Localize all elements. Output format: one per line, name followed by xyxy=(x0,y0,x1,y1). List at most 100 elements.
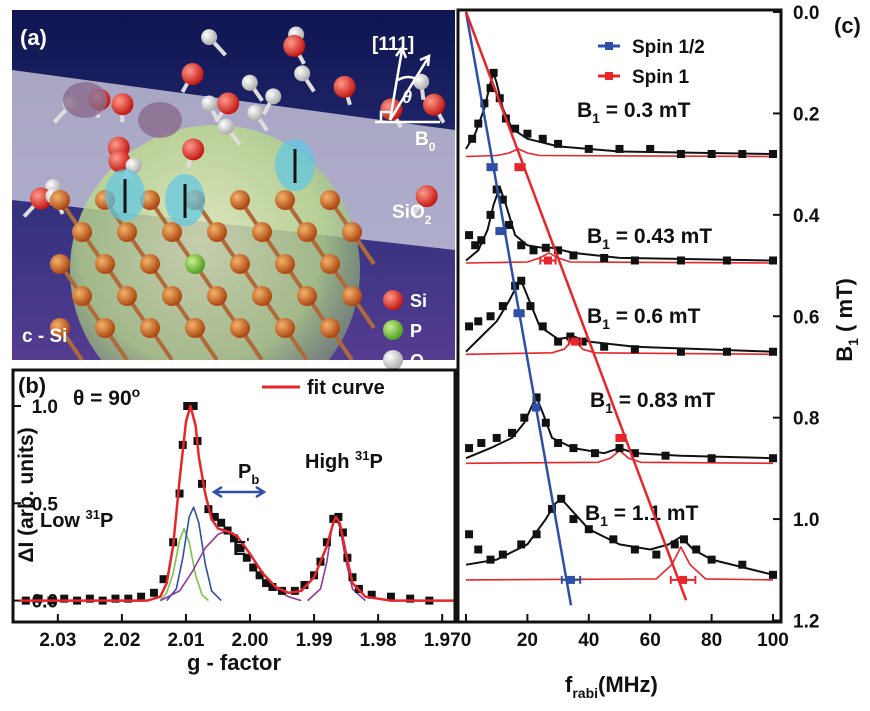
text-part: B xyxy=(577,99,592,122)
spin-line xyxy=(466,12,571,605)
error-point xyxy=(497,227,505,235)
data-point xyxy=(671,540,679,548)
y-tick-label: 0.8 xyxy=(793,409,819,430)
data-point xyxy=(557,495,565,503)
atom xyxy=(230,190,250,210)
angle-label: θ xyxy=(402,87,412,107)
direction-label: [111] xyxy=(372,34,414,55)
data-point xyxy=(738,561,746,569)
data-point xyxy=(631,345,639,353)
data-point xyxy=(591,449,599,457)
pb-arrow xyxy=(214,487,264,497)
figure: (a) [111] θ B0 SiO2 c - Si SiPO (b)2.032… xyxy=(0,0,870,711)
text-part: = 0.6 mT xyxy=(610,305,701,328)
atom xyxy=(185,318,205,338)
text-part: B xyxy=(585,502,600,525)
trace-label: B1 = 1.1 mT xyxy=(585,502,699,529)
atom xyxy=(275,254,295,274)
data-point xyxy=(677,348,685,356)
fit-curve xyxy=(19,406,455,601)
legend-label: fit curve xyxy=(307,377,385,399)
data-point xyxy=(150,589,158,597)
data-point xyxy=(652,551,660,559)
error-point xyxy=(544,256,552,264)
data-point xyxy=(477,236,485,244)
atom xyxy=(72,222,92,242)
data-point xyxy=(530,246,538,254)
data-point xyxy=(474,545,482,553)
data-point xyxy=(769,150,777,158)
data-point xyxy=(631,545,639,553)
data-point xyxy=(738,150,746,158)
text-part: P xyxy=(369,451,382,473)
text-part: B xyxy=(415,129,429,150)
spin-cloud xyxy=(63,82,107,118)
data-point xyxy=(542,419,550,427)
atom xyxy=(207,286,227,306)
legend-marker xyxy=(605,72,613,80)
atom xyxy=(182,63,204,85)
data-point xyxy=(539,322,547,330)
text-part: 1 xyxy=(600,513,608,529)
data-point xyxy=(465,530,473,538)
atom xyxy=(247,105,263,121)
text-part: Low xyxy=(40,510,86,532)
atom xyxy=(182,138,204,160)
panel-label: (c) xyxy=(834,13,861,38)
y-tick-label: 1.0 xyxy=(32,397,58,418)
text-part: ' xyxy=(246,535,249,550)
atom xyxy=(423,94,445,116)
legend-label: P xyxy=(410,321,422,341)
y-tick-label: 1.0 xyxy=(793,510,819,531)
data-point xyxy=(517,540,525,548)
data-point xyxy=(499,302,507,310)
text-part: b xyxy=(251,472,259,487)
data-point xyxy=(569,251,577,259)
text-part: o xyxy=(132,384,141,400)
atom xyxy=(218,119,234,135)
atom xyxy=(72,286,92,306)
x-tick-label: 0 xyxy=(461,630,472,651)
atom xyxy=(283,35,305,57)
legend-label: Spin 1 xyxy=(632,67,689,88)
data-point xyxy=(708,454,716,462)
data-point xyxy=(554,338,562,346)
atom xyxy=(265,88,281,104)
spin-cloud xyxy=(138,102,182,138)
text-part: 31 xyxy=(355,448,369,463)
data-point xyxy=(569,515,577,523)
data-point xyxy=(569,444,577,452)
data-point xyxy=(769,256,777,264)
atom xyxy=(201,95,217,111)
data-point xyxy=(533,530,541,538)
error-point xyxy=(516,163,524,171)
trace-label: B1 = 0.6 mT xyxy=(587,305,701,332)
text-part: 1 xyxy=(845,338,861,346)
data-point xyxy=(508,429,516,437)
data-point xyxy=(616,145,624,153)
x-tick-label: 100 xyxy=(757,630,789,651)
atom xyxy=(242,75,258,91)
data-point xyxy=(554,140,562,148)
text-part: 2 xyxy=(425,213,432,227)
text-part: P xyxy=(100,510,113,532)
data-point xyxy=(474,120,482,128)
atom xyxy=(297,286,317,306)
substrate-label: c - Si xyxy=(22,326,67,347)
data-point xyxy=(217,519,225,527)
atom xyxy=(294,65,310,81)
atom xyxy=(230,254,250,274)
data-point xyxy=(609,535,617,543)
data-point xyxy=(539,135,547,143)
text-part: ( mT) xyxy=(832,278,857,338)
data-point xyxy=(677,150,685,158)
legend-atom xyxy=(383,350,403,370)
atom xyxy=(217,92,239,114)
peak-label: High 31P xyxy=(305,448,383,473)
y-axis-label: B1 ( mT) xyxy=(832,278,861,362)
data-point xyxy=(646,145,654,153)
x-tick-label: 2.02 xyxy=(103,630,140,651)
text-part: = 0.43 mT xyxy=(610,225,712,248)
data-point xyxy=(465,322,473,330)
error-point xyxy=(532,404,540,412)
